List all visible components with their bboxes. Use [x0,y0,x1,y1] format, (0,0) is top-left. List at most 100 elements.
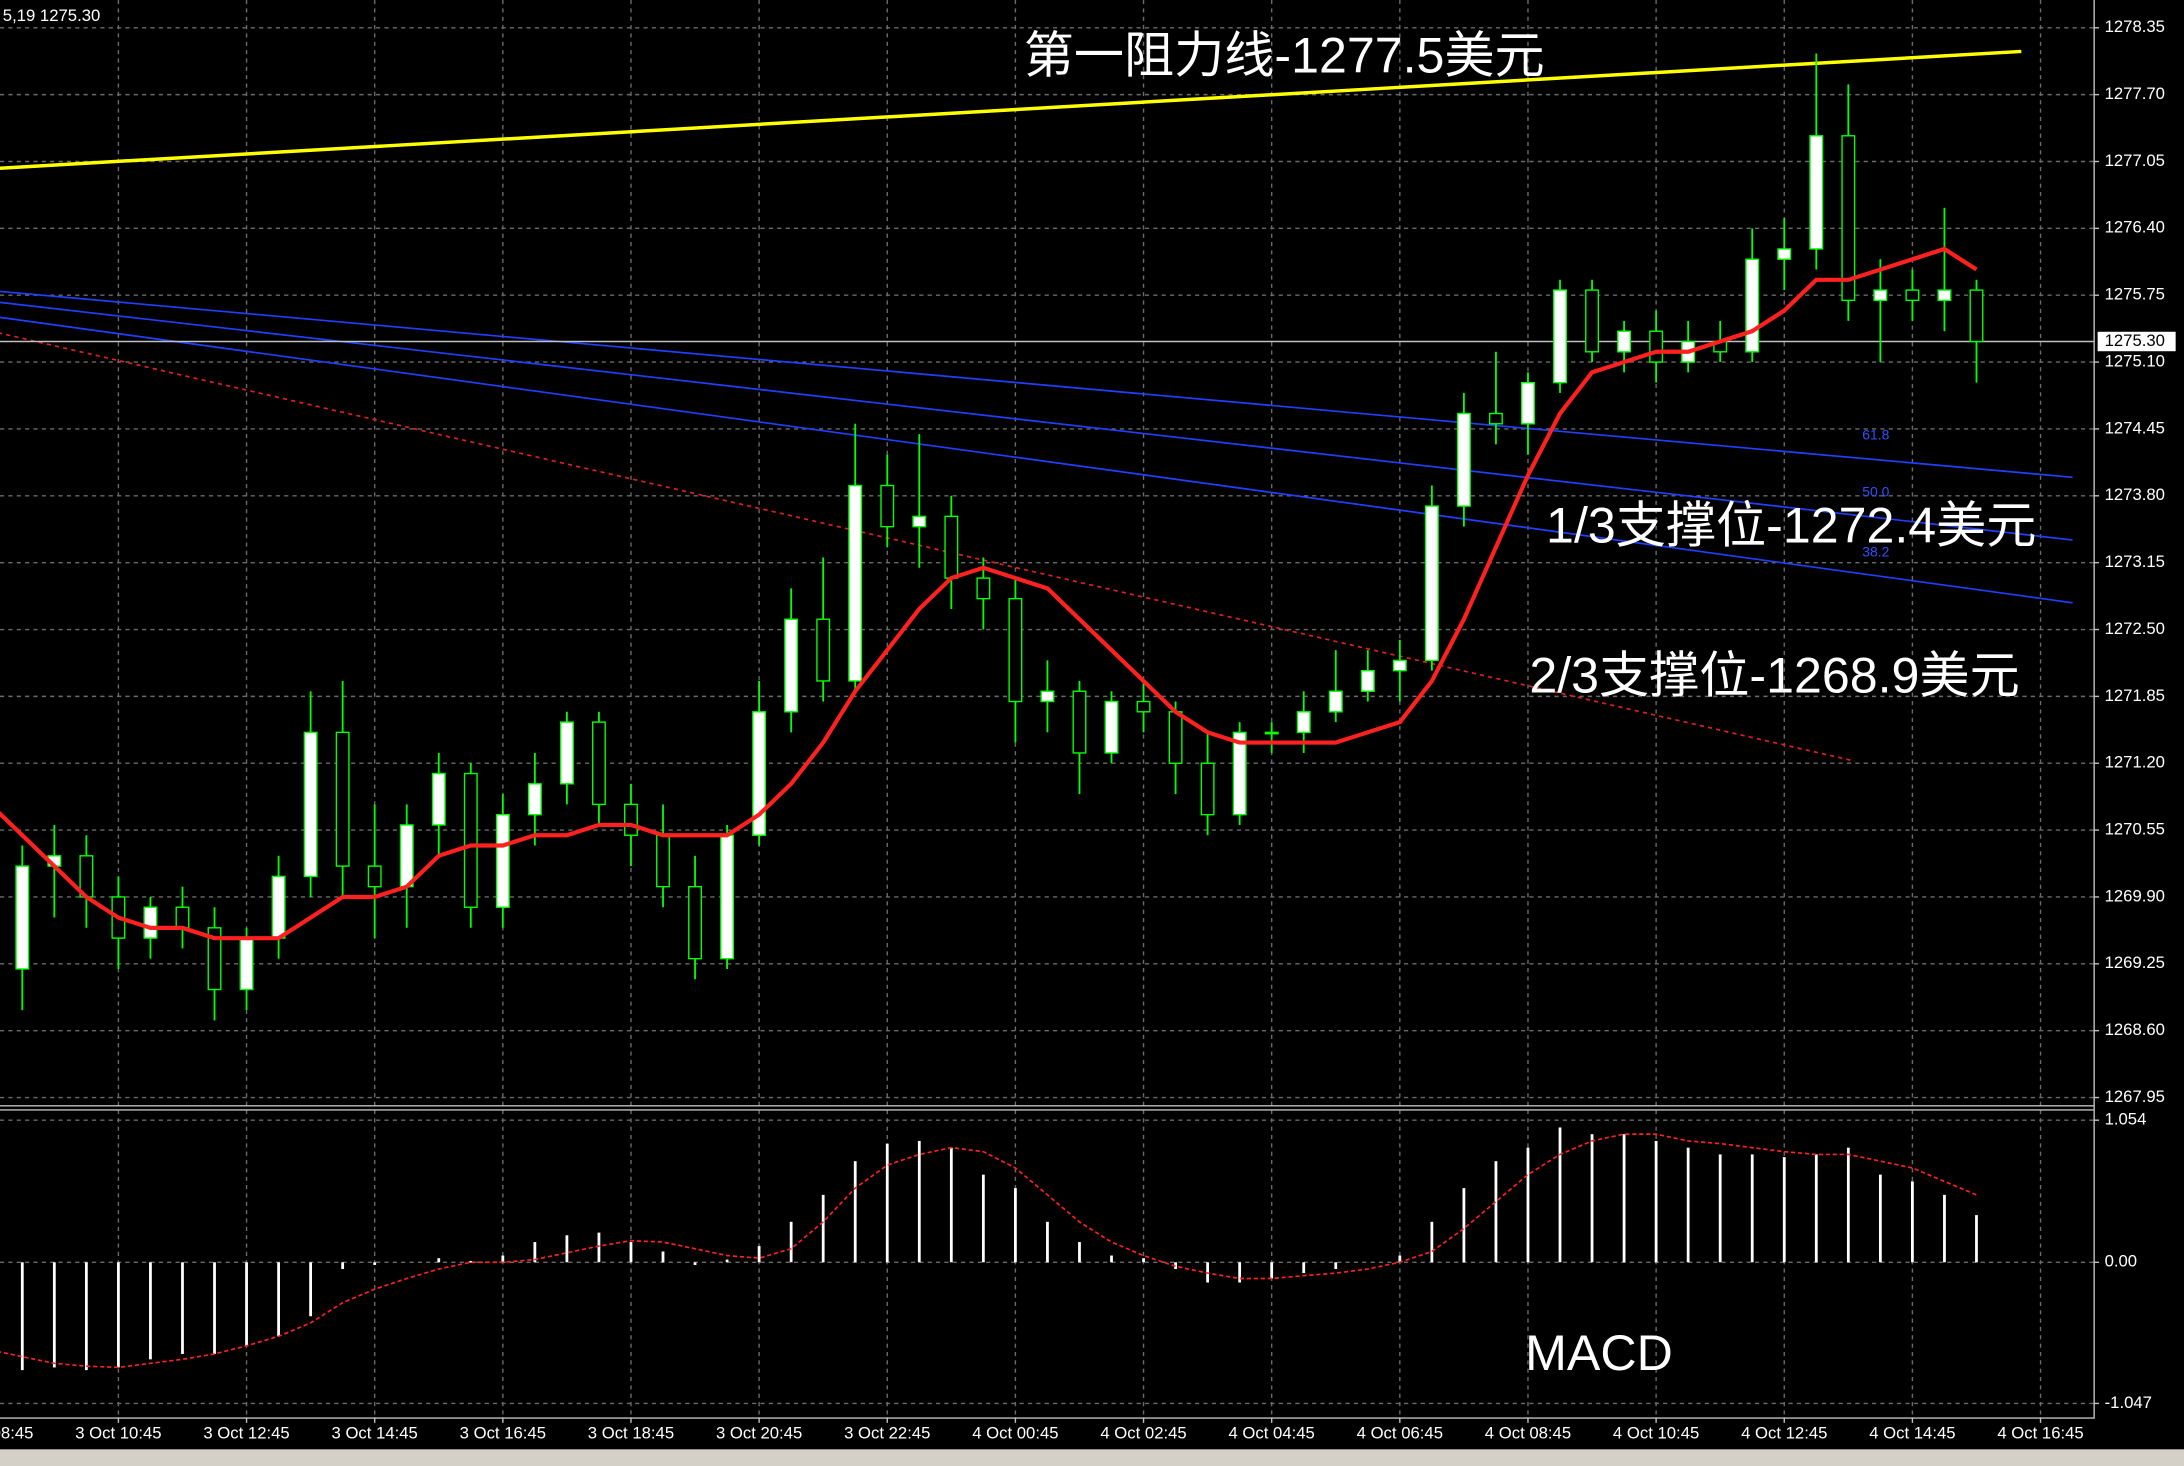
y-tick-label: 1268.60 [2105,1020,2165,1039]
macd-bar [693,1262,697,1265]
macd-bar [917,1140,921,1263]
macd-bar [789,1221,793,1263]
candle-body [1136,700,1151,713]
annotation: 1/3支撑位-1272.4美元 [1546,497,2036,553]
x-tick-label: 4 Oct 00:45 [972,1423,1058,1442]
candle-body [591,721,606,806]
candle-body [1969,289,1984,343]
y-tick-label: 1278.35 [2105,17,2165,36]
macd-bar [597,1232,601,1263]
macd-bar [1558,1127,1562,1263]
last-price-box [2097,331,2176,352]
candle-body [143,906,158,939]
y-tick-label: 1271.20 [2105,753,2165,772]
macd-bar [469,1260,473,1263]
candle-body [1008,597,1023,703]
trend-line [0,301,2073,541]
candle-body [1456,412,1471,507]
macd-bar [1814,1154,1818,1263]
candle-body [880,484,895,528]
candle-body [1553,289,1567,384]
x-tick-label: 3 Oct 22:45 [844,1423,930,1442]
y-tick-label: 1269.25 [2105,953,2165,972]
x-tick-label: 4 Oct 02:45 [1100,1423,1186,1442]
macd-bar [245,1262,248,1346]
macd-bar [1654,1140,1658,1263]
x-tick-label: 4 Oct 16:45 [1997,1423,2083,1442]
macd-bar [1462,1188,1466,1263]
macd-bar [181,1262,184,1354]
macd-bar [565,1235,569,1263]
macd-bar [757,1246,761,1263]
candle-body [1360,669,1375,692]
macd-bar [1943,1194,1946,1263]
macd-bar [1014,1188,1017,1263]
candle-body [912,515,927,528]
candle-body [1617,330,1632,353]
axes: 1278.35 1277.70 1277.05 1276.40 1275.75 1275.… [0,17,2176,1442]
macd-signal [0,1133,1977,1369]
candle-body [976,577,991,600]
macd-bar [981,1174,985,1263]
y-tick-label: 1277.05 [2105,151,2165,170]
trend-line [0,316,2073,604]
macd-bar [437,1258,441,1263]
candle-body [399,824,414,888]
macd-bar [629,1242,633,1263]
scrollbar [0,1449,2184,1466]
y-tick-label: 1272.50 [2105,619,2165,638]
candle-body [1777,248,1792,260]
macd-bar [373,1262,377,1265]
macd-bar [661,1251,665,1263]
macd-bar [149,1262,152,1360]
candle-body [1649,330,1664,363]
y-tick-label: 1267.95 [2105,1087,2165,1106]
fib-label: 50.0 [1862,484,1889,500]
x-tick-label: 4 Oct 04:45 [1229,1423,1315,1442]
candle-body [1072,690,1087,754]
candle-body [15,865,30,970]
macd-bar [20,1262,24,1371]
candles [0,53,1984,1021]
macd-bar [1302,1262,1306,1274]
candle-body [367,865,382,888]
macd-bar [853,1161,857,1263]
macd-bar [1975,1215,1978,1263]
candle-body [1424,505,1439,662]
y-tick-label: 1275.75 [2105,285,2165,304]
macd-bar [341,1262,345,1270]
x-tick-label: 4 Oct 10:45 [1613,1423,1699,1442]
x-tick-label: 3 Oct 08:45 [0,1423,33,1442]
macd-bar [1718,1154,1722,1263]
candle-body [752,711,767,836]
y-tick-label: 1269.90 [2105,886,2165,905]
x-tick-label: 3 Oct 14:45 [332,1423,418,1442]
candle-body [688,885,703,960]
moving-average [0,246,1978,941]
macd-bar [1750,1154,1754,1263]
macd-bar [1142,1258,1145,1263]
macd-bar [52,1262,56,1368]
candle-body [239,937,254,991]
x-tick-label: 3 Oct 10:45 [75,1423,161,1442]
chart-header: 5,19 1275.30 [3,6,101,25]
x-tick-label: 4 Oct 08:45 [1485,1423,1571,1442]
candle-body [175,906,190,929]
candle-body [1328,690,1343,713]
macd-bar [1686,1147,1690,1263]
candle-body [1873,289,1888,302]
candle-body [271,875,286,939]
macd-bar [1911,1181,1914,1263]
x-tick-label: 4 Oct 12:45 [1741,1423,1827,1442]
macd-bar [84,1262,88,1371]
candle-body [816,618,831,682]
trend-lines [0,49,2094,762]
candle-body [944,515,959,579]
trend-line [0,49,2022,170]
candle-body [335,731,350,867]
candle-body [848,484,863,682]
macd-bar [1398,1255,1402,1263]
